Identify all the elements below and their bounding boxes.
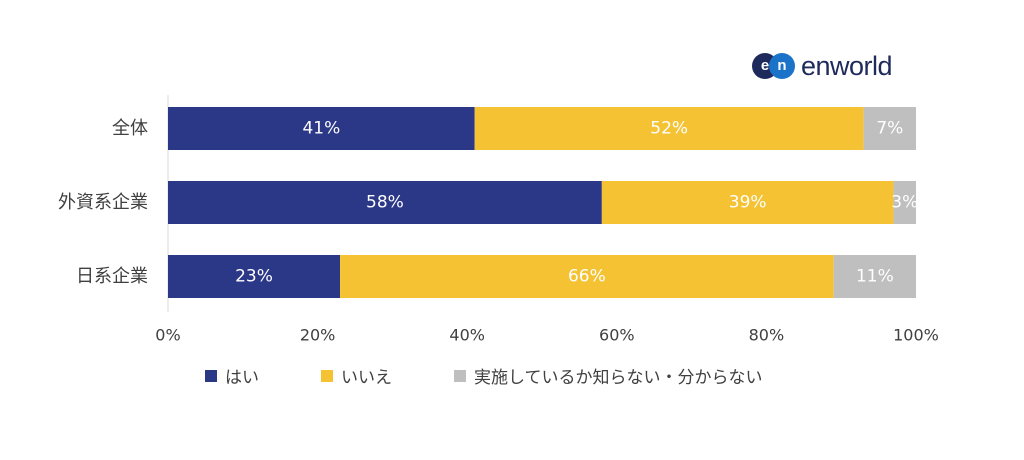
legend-swatch-iie — [321, 369, 333, 382]
bar-segment — [168, 255, 341, 298]
data-label: 52% — [650, 119, 688, 139]
x-tick-label: 0% — [155, 326, 180, 345]
data-label: 11% — [856, 267, 894, 287]
x-tick-label: 100% — [893, 326, 939, 345]
logo-text: enworld — [801, 50, 893, 81]
data-label: 23% — [235, 267, 273, 287]
legend-item-iie: いいえ — [321, 363, 392, 388]
bar-segment — [833, 255, 916, 298]
legend-swatch-hai — [205, 369, 217, 382]
data-label: 7% — [876, 119, 903, 139]
chart-legend: はい いいえ 実施しているか知らない・分からない — [205, 363, 825, 388]
legend-item-unknown: 実施しているか知らない・分からない — [454, 363, 763, 388]
bar-segment — [168, 107, 475, 150]
data-label: 66% — [568, 267, 606, 287]
enworld-logo: e n enworld — [752, 50, 893, 82]
category-label: 全体 — [112, 118, 148, 139]
data-label: 3% — [891, 193, 918, 213]
bar-segment — [474, 107, 864, 150]
logo-circle-n: n — [769, 53, 795, 79]
data-label: 41% — [302, 119, 340, 139]
bar-segment — [893, 181, 916, 224]
x-tick-label: 20% — [300, 326, 336, 345]
data-label: 39% — [729, 193, 767, 213]
x-tick-label: 80% — [749, 326, 785, 345]
legend-item-hai: はい — [205, 363, 259, 388]
x-tick-label: 40% — [449, 326, 485, 345]
legend-label-iie: いいえ — [341, 368, 392, 388]
bar-segment — [168, 181, 602, 224]
enworld-logo-mark: e n — [752, 51, 796, 81]
bar-segment — [863, 107, 916, 150]
category-label: 外資系企業 — [58, 192, 148, 213]
bar-segment — [601, 181, 894, 224]
legend-label-hai: はい — [225, 368, 259, 388]
x-tick-label: 60% — [599, 326, 635, 345]
legend-label-unknown: 実施しているか知らない・分からない — [474, 368, 763, 388]
category-label: 日系企業 — [76, 266, 148, 287]
bar-segment — [340, 255, 834, 298]
data-label: 58% — [366, 193, 404, 213]
legend-swatch-unknown — [454, 369, 466, 382]
